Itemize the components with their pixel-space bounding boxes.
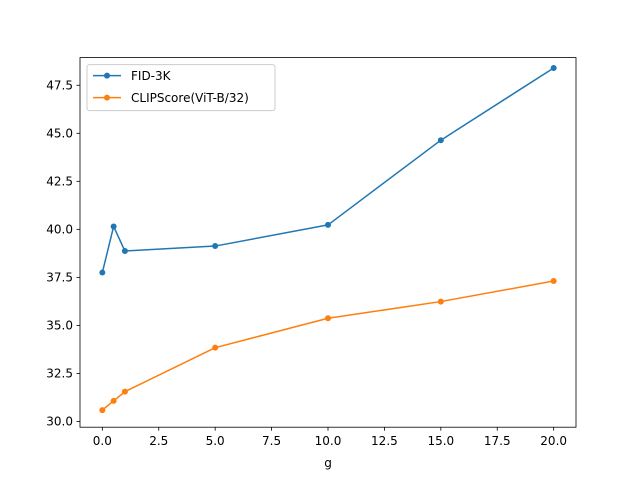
y-tick-label: 32.5 <box>46 367 73 381</box>
data-point-fid-3k <box>212 243 219 250</box>
x-tick-label: 10.0 <box>315 434 342 448</box>
data-point-fid-3k <box>325 221 331 228</box>
data-point-clipscore-vit-b-32 <box>325 315 331 322</box>
data-point-clipscore-vit-b-32 <box>110 397 117 404</box>
data-point-fid-3k <box>437 137 444 144</box>
data-point-clipscore-vit-b-32 <box>437 298 444 305</box>
data-point-fid-3k <box>550 64 557 71</box>
y-tick-label: 30.0 <box>46 415 73 429</box>
legend-swatch-marker-fid-3k <box>104 72 110 79</box>
series-layer <box>99 64 557 414</box>
x-axis-label: g <box>324 456 332 470</box>
x-tick-label: 15.0 <box>427 434 454 448</box>
y-tick-label: 47.5 <box>46 79 73 93</box>
x-tick-label: 5.0 <box>206 434 225 448</box>
y-tick-label: 45.0 <box>46 127 73 141</box>
y-tick-label: 40.0 <box>46 223 73 237</box>
x-tick-label: 2.5 <box>149 434 168 448</box>
legend-swatch-marker-clipscore-vit-b-32 <box>104 94 110 101</box>
y-axis: 30.0 32.5 35.0 37.5 40.0 42.5 45.0 47.5 <box>46 79 80 429</box>
data-point-clipscore-vit-b-32 <box>212 344 219 351</box>
x-tick-label: 7.5 <box>262 434 281 448</box>
data-point-clipscore-vit-b-32 <box>550 278 557 285</box>
legend: FID-3K CLIPScore(ViT-B/32) <box>86 64 276 112</box>
x-tick-label: 0.0 <box>93 434 112 448</box>
legend-label-fid-3k: FID-3K <box>131 69 172 83</box>
data-point-fid-3k <box>110 223 117 230</box>
y-tick-label: 42.5 <box>46 175 73 189</box>
legend-box <box>86 64 276 112</box>
y-tick-label: 37.5 <box>46 271 73 285</box>
y-tick-label: 35.0 <box>46 319 73 333</box>
data-point-fid-3k <box>121 248 128 255</box>
x-tick-label: 20.0 <box>540 434 567 448</box>
x-tick-label: 12.5 <box>371 434 398 448</box>
data-point-clipscore-vit-b-32 <box>121 388 128 395</box>
data-point-clipscore-vit-b-32 <box>99 407 106 414</box>
x-tick-label: 17.5 <box>484 434 511 448</box>
legend-label-clipscore-vit-b-32: CLIPScore(ViT-B/32) <box>131 91 249 105</box>
data-point-fid-3k <box>99 269 106 276</box>
x-axis: 0.0 2.5 5.0 7.5 10.0 12.5 15.0 17.5 20.0 <box>93 427 567 448</box>
